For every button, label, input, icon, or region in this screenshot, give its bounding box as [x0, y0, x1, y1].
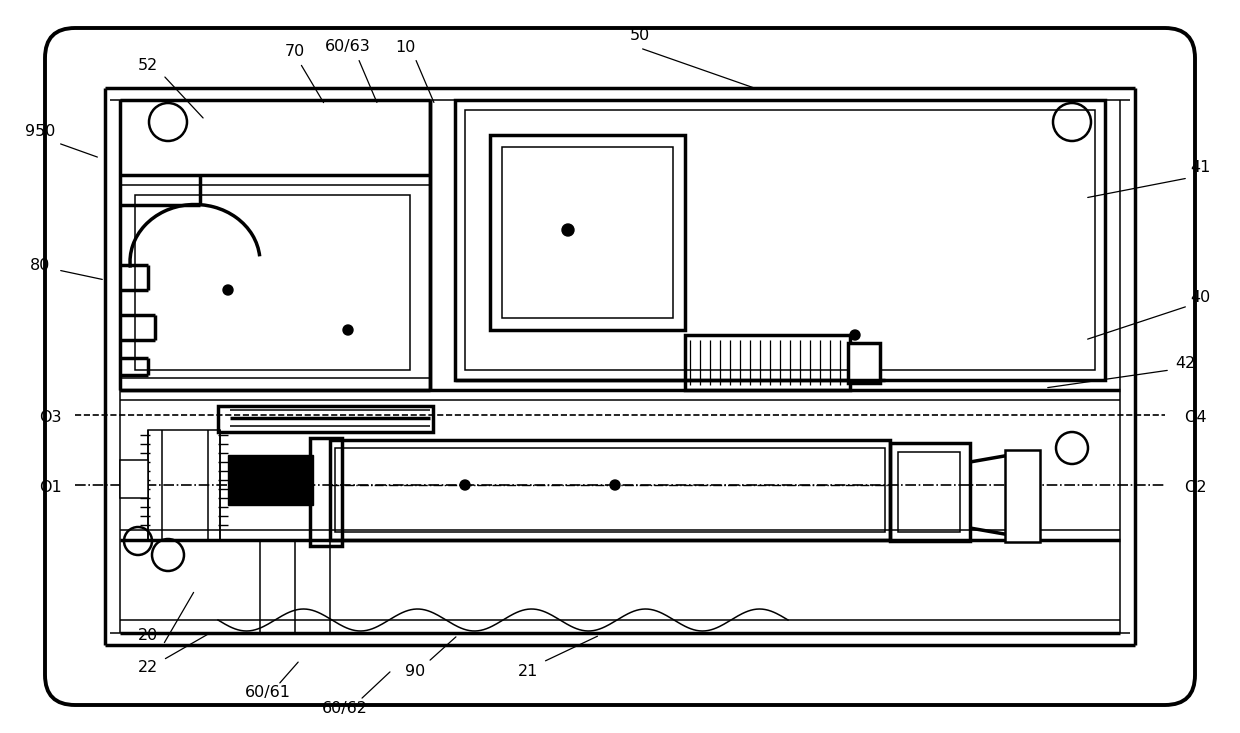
Text: 70: 70	[285, 45, 305, 59]
Text: 52: 52	[138, 57, 159, 73]
Text: 950: 950	[25, 125, 56, 139]
Bar	[218, 406, 433, 432]
Bar	[335, 448, 885, 532]
Text: 50: 50	[630, 28, 650, 43]
Text: O3: O3	[38, 410, 61, 425]
Bar	[120, 460, 148, 498]
Text: O2: O2	[1184, 479, 1207, 495]
Bar	[848, 343, 880, 383]
Bar	[330, 440, 890, 540]
Circle shape	[343, 325, 353, 335]
FancyBboxPatch shape	[45, 28, 1195, 705]
Text: 60/63: 60/63	[325, 40, 371, 54]
Text: 10: 10	[394, 40, 415, 54]
Bar	[502, 147, 673, 318]
Circle shape	[849, 330, 861, 340]
Bar	[310, 438, 342, 546]
Bar	[890, 443, 970, 541]
Text: 20: 20	[138, 627, 159, 643]
Text: 21: 21	[518, 665, 538, 679]
Circle shape	[562, 224, 574, 236]
Text: O4: O4	[1184, 410, 1207, 425]
Text: 60/61: 60/61	[246, 685, 291, 701]
Bar	[684, 335, 849, 390]
Bar	[455, 100, 1105, 380]
Text: 42: 42	[1174, 356, 1195, 370]
Bar	[1004, 450, 1040, 542]
Bar	[490, 135, 684, 330]
Bar	[135, 195, 410, 370]
Text: 41: 41	[1190, 161, 1210, 175]
Bar	[898, 452, 960, 532]
Circle shape	[223, 285, 233, 295]
Text: 40: 40	[1190, 290, 1210, 306]
Circle shape	[610, 480, 620, 490]
Circle shape	[460, 480, 470, 490]
Bar	[228, 455, 312, 505]
Text: O1: O1	[38, 479, 61, 495]
Bar	[465, 110, 1095, 370]
Text: 80: 80	[30, 257, 50, 273]
Text: 90: 90	[405, 665, 425, 679]
Bar	[148, 430, 219, 540]
Text: 22: 22	[138, 660, 159, 676]
Text: 60/62: 60/62	[322, 701, 368, 715]
